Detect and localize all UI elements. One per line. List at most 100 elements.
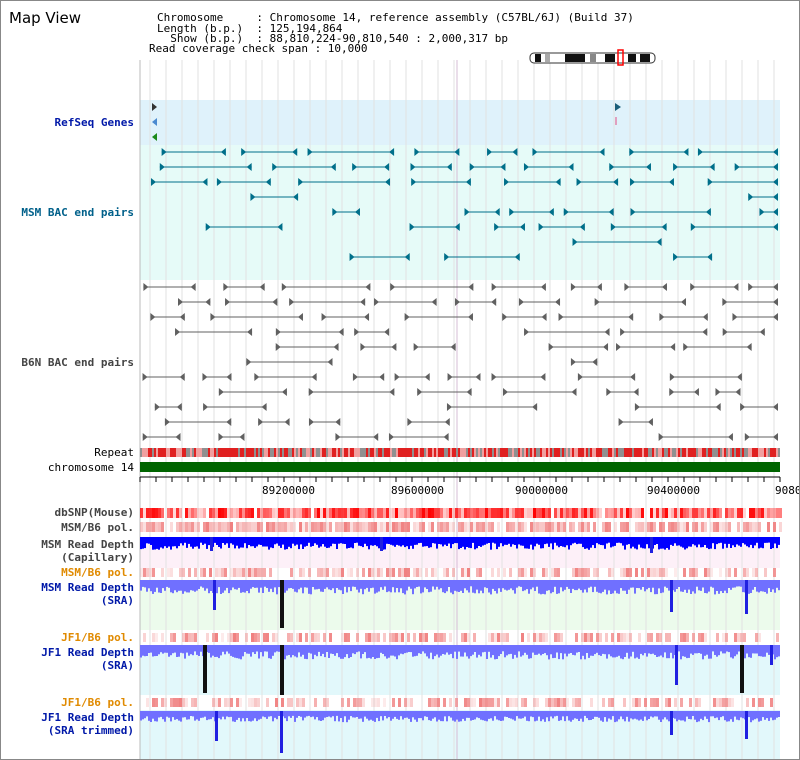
- read-depth-bar: [434, 645, 436, 657]
- polymorphism-cell: [713, 508, 716, 518]
- read-depth-bar: [568, 711, 570, 721]
- bac-end-marker: [379, 373, 385, 381]
- track-label-jf1-depth-trimmed[interactable]: JF1 Read Depth (SRA trimmed): [41, 711, 134, 737]
- polymorphism-cell: [518, 508, 521, 518]
- read-depth-bar: [172, 645, 174, 654]
- read-depth-bar: [254, 711, 256, 719]
- repeat-segment: [746, 448, 748, 457]
- track-label-refseq[interactable]: RefSeq Genes: [54, 116, 134, 129]
- read-depth-bar: [460, 537, 462, 548]
- repeat-segment: [612, 448, 614, 457]
- read-depth-bar: [526, 580, 528, 590]
- bac-end-marker: [175, 328, 181, 336]
- read-depth-bar: [616, 645, 618, 657]
- bac-end-marker: [773, 298, 778, 306]
- read-depth-bar: [694, 537, 696, 546]
- polymorphism-cell: [668, 698, 671, 707]
- polymorphism-cell: [371, 508, 374, 518]
- read-depth-bar: [564, 645, 566, 654]
- polymorphism-cell: [779, 508, 782, 518]
- repeat-segment: [470, 448, 472, 457]
- repeat-segment: [718, 448, 720, 457]
- read-depth-bar: [522, 580, 524, 592]
- read-depth-bar: [186, 580, 188, 593]
- polymorphism-cell: [164, 698, 167, 707]
- read-depth-bar: [674, 711, 676, 719]
- read-depth-bar: [526, 645, 528, 655]
- polymorphism-cell: [206, 522, 209, 532]
- repeat-segment: [272, 448, 274, 457]
- read-depth-bar: [768, 711, 770, 721]
- read-depth-bar: [240, 645, 242, 660]
- repeat-segment: [528, 448, 530, 457]
- bac-end-marker: [226, 373, 232, 381]
- polymorphism-cell: [521, 522, 524, 532]
- repeat-segment: [594, 448, 596, 457]
- polymorphism-cell: [578, 568, 581, 577]
- bac-end-marker: [735, 388, 741, 396]
- track-label-jf1-pol-2[interactable]: JF1/B6 pol.: [61, 696, 134, 709]
- repeat-segment: [592, 448, 594, 457]
- track-label-b6n-bac[interactable]: B6N BAC end pairs: [21, 356, 134, 369]
- read-depth-bar: [226, 711, 228, 717]
- polymorphism-cell: [719, 698, 722, 707]
- read-depth-bar: [376, 537, 378, 547]
- read-depth-bar: [314, 537, 316, 544]
- read-depth-bar: [408, 645, 410, 652]
- read-depth-bar: [486, 645, 488, 659]
- track-label-msm-pol[interactable]: MSM/B6 pol.: [61, 521, 134, 534]
- track-label-msm-depth-capillary[interactable]: MSM Read Depth (Capillary): [41, 538, 134, 564]
- read-depth-bar: [598, 580, 600, 593]
- bac-end-marker: [293, 193, 299, 201]
- repeat-segment: [420, 448, 422, 457]
- repeat-segment: [144, 448, 146, 457]
- repeat-segment: [236, 448, 238, 457]
- polymorphism-cell: [326, 522, 329, 532]
- track-label-dbsnp[interactable]: dbSNP(Mouse): [54, 506, 134, 519]
- read-depth-bar: [498, 645, 500, 657]
- polymorphism-cell: [560, 698, 563, 707]
- repeat-segment: [756, 448, 758, 457]
- repeat-segment: [172, 448, 174, 457]
- polymorphism-cell: [359, 522, 362, 532]
- bac-end-marker: [629, 148, 635, 156]
- track-label-msm-depth-sra[interactable]: MSM Read Depth (SRA): [41, 581, 134, 607]
- read-depth-bar: [420, 645, 422, 654]
- repeat-segment: [606, 448, 608, 457]
- read-depth-bar: [350, 645, 352, 657]
- polymorphism-cell: [245, 633, 248, 642]
- polymorphism-cell: [329, 522, 332, 532]
- polymorphism-cell: [446, 522, 449, 532]
- track-label-msm-bac[interactable]: MSM BAC end pairs: [21, 206, 134, 219]
- bac-end-marker: [179, 373, 185, 381]
- polymorphism-cell: [212, 522, 215, 532]
- repeat-segment: [490, 448, 492, 457]
- read-depth-bar: [514, 711, 516, 721]
- read-depth-bar: [312, 711, 314, 717]
- repeat-segment: [574, 448, 576, 457]
- repeat-segment: [654, 448, 656, 457]
- repeat-segment: [390, 448, 392, 457]
- polymorphism-cell: [296, 633, 299, 642]
- read-depth-bar: [690, 580, 692, 594]
- repeat-segment: [238, 448, 240, 457]
- polymorphism-cell: [248, 568, 251, 577]
- read-depth-bar: [300, 580, 302, 588]
- read-depth-bar: [410, 711, 412, 722]
- track-label-jf1-pol[interactable]: JF1/B6 pol.: [61, 631, 134, 644]
- read-depth-bar: [606, 711, 608, 722]
- polymorphism-cell: [401, 522, 404, 532]
- read-depth-bar: [184, 580, 186, 592]
- read-depth-bar: [550, 537, 552, 544]
- read-depth-bar: [322, 645, 324, 654]
- track-label-msm-pol-2[interactable]: MSM/B6 pol.: [61, 566, 134, 579]
- read-depth-bar: [600, 537, 602, 545]
- polymorphism-cell: [449, 522, 452, 532]
- read-depth-bar: [488, 580, 490, 593]
- read-depth-bar: [668, 645, 670, 659]
- polymorphism-cell: [425, 568, 428, 577]
- read-depth-bar: [664, 711, 666, 718]
- read-depth-bar: [680, 580, 682, 592]
- track-label-jf1-depth-sra[interactable]: JF1 Read Depth (SRA): [41, 646, 134, 672]
